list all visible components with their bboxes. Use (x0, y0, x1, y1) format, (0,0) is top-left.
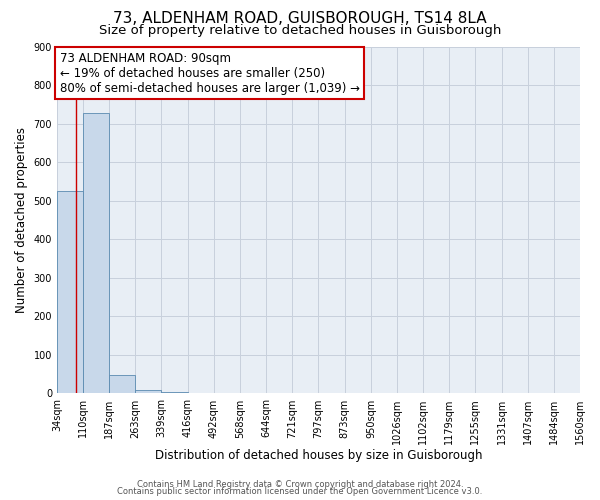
Bar (161, 392, 188, 394)
Bar (83, 113, 109, 394)
Bar (136, 390, 161, 394)
Bar (57, 191, 83, 394)
Text: 73, ALDENHAM ROAD, GUISBOROUGH, TS14 8LA: 73, ALDENHAM ROAD, GUISBOROUGH, TS14 8LA (113, 11, 487, 26)
X-axis label: Distribution of detached houses by size in Guisborough: Distribution of detached houses by size … (155, 450, 482, 462)
Text: Size of property relative to detached houses in Guisborough: Size of property relative to detached ho… (99, 24, 501, 37)
Text: Contains public sector information licensed under the Open Government Licence v3: Contains public sector information licen… (118, 487, 482, 496)
Bar (109, 375, 136, 394)
Y-axis label: Number of detached properties: Number of detached properties (15, 127, 28, 313)
Text: 73 ALDENHAM ROAD: 90sqm
← 19% of detached houses are smaller (250)
80% of semi-d: 73 ALDENHAM ROAD: 90sqm ← 19% of detache… (59, 52, 359, 94)
Text: Contains HM Land Registry data © Crown copyright and database right 2024.: Contains HM Land Registry data © Crown c… (137, 480, 463, 489)
